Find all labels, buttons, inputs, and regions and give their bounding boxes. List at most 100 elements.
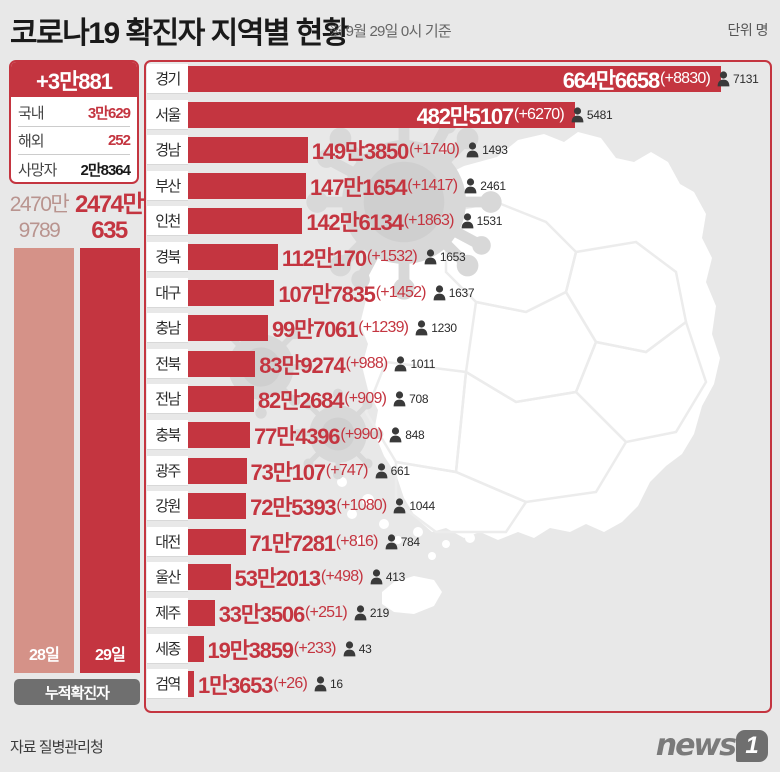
person-icon xyxy=(354,605,367,621)
region-bar-검역 xyxy=(188,671,194,698)
region-total-대전: 71만7281 xyxy=(249,530,336,556)
region-bar-전남 xyxy=(188,386,254,413)
cumulative-value-current-line2: 635 xyxy=(91,217,128,244)
logo-badge: 1 xyxy=(736,729,768,762)
region-delta-충북: (+990) xyxy=(340,426,383,443)
region-deaths-count-전남: 708 xyxy=(409,392,429,407)
region-values-경북: 112만170 (+1532) 1653 xyxy=(282,242,466,272)
region-row-검역: 검역 1만3653 (+26) 16 xyxy=(146,669,770,700)
region-delta-경남: (+1740) xyxy=(409,141,460,159)
summary-row-overseas: 해외 252 xyxy=(18,127,131,155)
cumulative-footer-label: 누적확진자 xyxy=(14,679,140,705)
region-total-전북: 83만9274 xyxy=(259,352,345,378)
region-total-경북: 112만170 xyxy=(281,246,367,271)
region-values-전북: 83만9274 (+988) 1011 xyxy=(259,349,435,379)
region-label-대전: 대전 xyxy=(147,526,188,557)
person-icon xyxy=(461,213,474,229)
region-row-세종: 세종 19만3859 (+233) 43 xyxy=(146,633,770,664)
cumulative-value-previous-line1: 2470만 xyxy=(9,193,70,216)
region-deaths-count-제주: 219 xyxy=(369,606,390,620)
region-deaths-충북: 848 xyxy=(389,427,425,443)
region-deaths-검역: 16 xyxy=(314,676,343,692)
region-row-충북: 충북 77만4396 (+990) 848 xyxy=(146,420,770,450)
person-icon xyxy=(424,249,437,265)
region-label-전북: 전북 xyxy=(147,348,188,379)
region-delta-전북: (+988) xyxy=(345,354,389,372)
region-deaths-부산: 2461 xyxy=(464,178,506,194)
region-label-충북: 충북 xyxy=(147,420,188,450)
region-row-대전: 대전 71만7281 (+816) 784 xyxy=(146,526,770,557)
region-row-부산: 부산 147만1654 (+1417) 2461 xyxy=(146,170,770,201)
region-total-부산: 147만1654 xyxy=(310,174,408,200)
region-delta-강원: (+1080) xyxy=(336,497,387,515)
region-delta-광주: (+747) xyxy=(325,461,369,479)
region-deaths-강원: 1044 xyxy=(393,498,435,514)
region-deaths-count-충북: 848 xyxy=(405,428,425,442)
page-title: 코로나19 확진자 지역별 현황 xyxy=(10,17,349,50)
region-total-전남: 82만2684 xyxy=(257,388,344,414)
region-deaths-count-전북: 1011 xyxy=(410,356,436,371)
region-deaths-count-경남: 1493 xyxy=(482,143,508,158)
region-deaths-count-대전: 784 xyxy=(400,534,420,549)
source-label: 자료 질병관리청 xyxy=(10,739,104,756)
region-label-대구: 대구 xyxy=(147,277,188,308)
region-label-부산: 부산 xyxy=(147,170,188,201)
region-values-인천: 142만6134 (+1863) 1531 xyxy=(306,206,502,236)
region-values-서울: 482만5107 (+6270) 5481 xyxy=(417,100,613,130)
region-bar-강원 xyxy=(188,493,247,520)
person-icon xyxy=(370,569,383,585)
region-deaths-경남: 1493 xyxy=(466,142,508,158)
region-label-검역: 검역 xyxy=(147,669,188,700)
region-values-광주: 73만107 (+747) 661 xyxy=(250,456,411,486)
region-deaths-경북: 1653 xyxy=(424,249,466,265)
person-icon xyxy=(389,427,402,443)
region-deaths-count-충남: 1230 xyxy=(431,321,457,336)
region-row-경기: 경기 664만6658 (+8830) 7131 xyxy=(146,64,770,94)
region-total-충남: 99만7061 xyxy=(271,317,358,343)
region-total-경기: 664만6658 xyxy=(562,68,661,93)
region-bar-충북 xyxy=(188,422,251,448)
region-deaths-전남: 708 xyxy=(393,391,429,407)
region-bar-경기 xyxy=(188,66,721,92)
region-delta-전남: (+909) xyxy=(344,390,387,408)
region-row-제주: 제주 33만3506 (+251) 219 xyxy=(146,598,770,628)
region-row-경북: 경북 112만170 (+1532) 1653 xyxy=(146,242,770,272)
region-row-서울: 서울 482만5107 (+6270) 5481 xyxy=(146,99,770,130)
region-values-부산: 147만1654 (+1417) 2461 xyxy=(310,171,506,201)
region-delta-서울: (+6270) xyxy=(513,105,565,123)
region-bar-서울 xyxy=(188,101,575,128)
region-values-검역: 1만3653 (+26) 16 xyxy=(198,669,343,699)
person-icon xyxy=(571,106,584,122)
region-deaths-세종: 43 xyxy=(343,640,372,657)
region-label-세종: 세종 xyxy=(147,633,188,664)
person-icon xyxy=(395,356,407,372)
cumulative-bars: 28일 29일 xyxy=(0,248,148,673)
header-subtitle: ※ 9월 29일 0시 기준 xyxy=(328,23,452,40)
news1-logo: news 1 xyxy=(656,728,768,763)
region-total-경남: 149만3850 xyxy=(311,139,410,165)
person-icon xyxy=(393,391,406,407)
region-bar-전북 xyxy=(188,350,256,377)
region-deaths-count-세종: 43 xyxy=(358,641,372,656)
summary-value-deaths: 2만8364 xyxy=(80,161,131,179)
region-values-대전: 71만7281 (+816) 784 xyxy=(249,527,421,557)
cumulative-comparison-chart: 2470만 9789 2474만 635 28일 29일 누적확진자 xyxy=(0,192,148,712)
region-delta-충남: (+1239) xyxy=(358,319,409,337)
region-row-전남: 전남 82만2684 (+909) 708 xyxy=(146,384,770,415)
region-label-서울: 서울 xyxy=(147,99,188,130)
region-label-인천: 인천 xyxy=(147,206,188,237)
summary-row-domestic: 국내 3만629 xyxy=(18,99,131,127)
summary-row-deaths: 사망자 2만8364 xyxy=(18,155,131,182)
region-delta-세종: (+233) xyxy=(293,639,337,657)
region-bar-제주 xyxy=(188,600,215,626)
region-total-제주: 33만3506 xyxy=(218,602,305,627)
person-icon xyxy=(375,462,388,478)
province-borders xyxy=(364,200,708,534)
virus-particle-icons xyxy=(209,104,502,480)
region-total-충북: 77만4396 xyxy=(254,424,340,449)
region-label-전남: 전남 xyxy=(147,384,188,415)
region-total-광주: 73만107 xyxy=(250,459,326,485)
region-row-강원: 강원 72만5393 (+1080) 1044 xyxy=(146,491,770,522)
region-total-울산: 53만2013 xyxy=(234,566,321,592)
region-total-대구: 107만7835 xyxy=(278,281,376,307)
